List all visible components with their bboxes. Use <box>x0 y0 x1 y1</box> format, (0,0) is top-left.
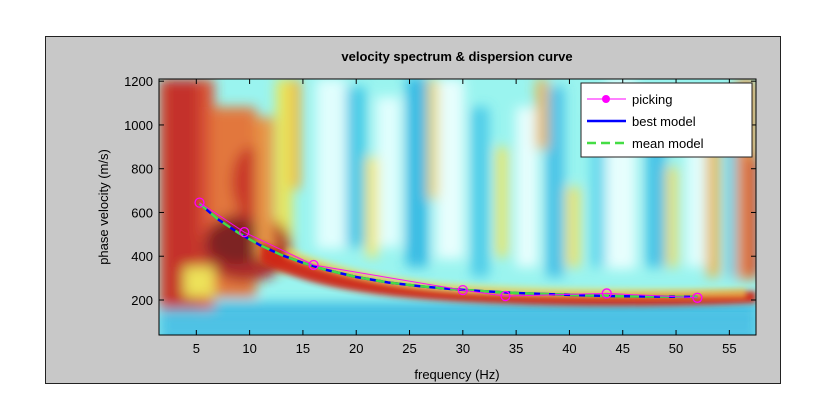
y-axis-label: phase velocity (m/s) <box>96 149 111 265</box>
y-tick-label: 400 <box>131 249 153 264</box>
x-tick-label: 35 <box>509 341 523 356</box>
series-picking-line <box>199 202 698 299</box>
x-tick-label: 30 <box>456 341 470 356</box>
x-tick-label: 45 <box>616 341 630 356</box>
y-tick-label: 200 <box>131 293 153 308</box>
legend-mean-model-label: mean model <box>632 136 704 151</box>
plot-border <box>158 78 757 336</box>
chart-title: velocity spectrum & dispersion curve <box>341 49 572 64</box>
figure-frame: velocity spectrum & dispersion curve <box>45 36 781 384</box>
chart-svg: velocity spectrum & dispersion curve <box>96 49 757 382</box>
picking-point <box>194 197 205 208</box>
x-tick-label: 10 <box>242 341 256 356</box>
y-tick-label: 1200 <box>124 74 153 89</box>
x-tick-label: 25 <box>402 341 416 356</box>
x-tick-label: 15 <box>296 341 310 356</box>
picking-point <box>308 259 319 271</box>
legend: picking best model mean model <box>580 82 753 158</box>
picking-point <box>692 292 703 303</box>
x-axis-label: frequency (Hz) <box>414 367 499 382</box>
x-tick-label: 5 <box>193 341 200 356</box>
x-tick-label: 20 <box>349 341 363 356</box>
axes: 5 10 15 20 25 30 35 40 45 50 55 200 400 600 800 1000 120… <box>124 74 757 356</box>
legend-best-model-label: best model <box>632 114 696 129</box>
picking-point <box>601 288 612 299</box>
series-best-model-line <box>198 202 698 299</box>
picking-point <box>457 284 468 296</box>
y-tick-label: 600 <box>131 205 153 220</box>
x-tick-label: 50 <box>669 341 683 356</box>
legend-picking-marker <box>602 95 610 103</box>
picking-point <box>239 227 250 238</box>
y-tick-label: 1000 <box>124 118 153 133</box>
legend-picking-label: picking <box>632 92 672 107</box>
x-tick-label: 55 <box>722 341 736 356</box>
picking-point <box>500 290 511 302</box>
curve-layer <box>194 197 703 303</box>
x-tick-label: 40 <box>562 341 576 356</box>
y-tick-label: 800 <box>131 162 153 177</box>
